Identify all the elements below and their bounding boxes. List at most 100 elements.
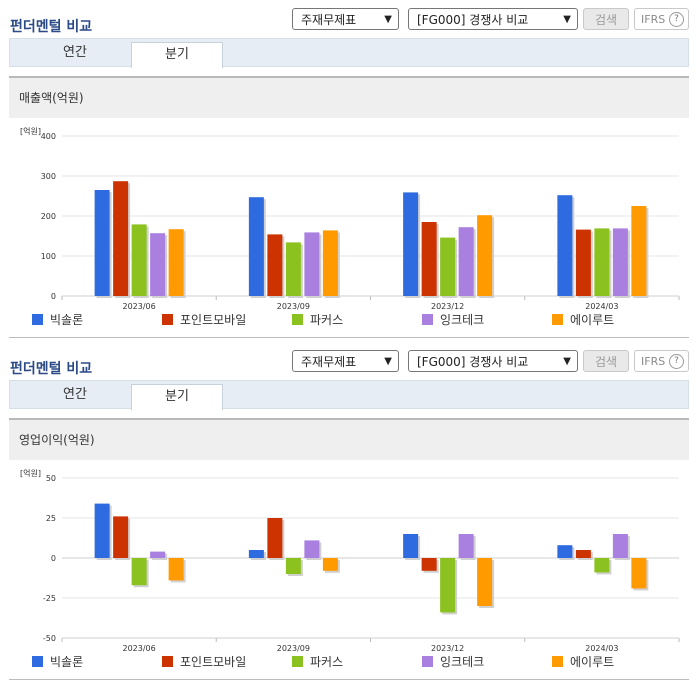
statement-select[interactable]: 주재무제표 ▼ — [292, 350, 399, 372]
bar — [458, 227, 474, 296]
bar — [557, 195, 573, 296]
fundamental-section-operating-profit: 펀더멘털 비교 주재무제표 ▼ [FG000] 경쟁사 비교 ▼ 검색 IFRS… — [0, 350, 696, 680]
x-tick-label: 2023/12 — [431, 302, 464, 311]
bar — [150, 233, 166, 296]
help-icon: ? — [669, 12, 684, 27]
y-tick-label: 300 — [41, 172, 56, 181]
compare-select[interactable]: [FG000] 경쟁사 비교 ▼ — [408, 350, 578, 372]
legend-label: 파커스 — [310, 313, 344, 327]
bar — [440, 237, 456, 296]
bar — [131, 558, 147, 586]
y-tick-label: 100 — [41, 252, 56, 261]
bar — [131, 224, 147, 296]
y-tick-label: 50 — [46, 474, 56, 483]
bar — [575, 229, 591, 296]
compare-select[interactable]: [FG000] 경쟁사 비교 ▼ — [408, 8, 578, 30]
x-tick-label: 2024/03 — [585, 644, 618, 653]
bar — [631, 206, 647, 296]
bar — [150, 551, 166, 558]
chevron-down-icon: ▼ — [563, 14, 571, 25]
statement-select-value: 주재무제표 — [301, 13, 357, 27]
bar — [168, 229, 184, 296]
y-unit-label: [억원] — [20, 469, 41, 478]
bar — [421, 222, 437, 296]
compare-select-value: [FG000] 경쟁사 비교 — [417, 13, 529, 27]
panel-title: 영업이익(억원) — [19, 433, 95, 447]
statement-select-value: 주재무제표 — [301, 355, 357, 369]
tab-quarterly[interactable]: 분기 — [131, 384, 223, 410]
x-tick-label: 2023/12 — [431, 644, 464, 653]
legend-swatch — [422, 314, 433, 325]
chevron-down-icon: ▼ — [563, 356, 571, 367]
ifrs-label: IFRS — [641, 355, 666, 368]
legend-swatch — [162, 314, 173, 325]
bar — [113, 516, 129, 558]
statement-select[interactable]: 주재무제표 ▼ — [292, 8, 399, 30]
legend-label: 빅솔론 — [50, 313, 84, 327]
x-tick-label: 2023/09 — [277, 644, 310, 653]
bar — [631, 558, 647, 589]
legend-swatch — [32, 314, 43, 325]
bar — [458, 534, 474, 558]
legend-label: 파커스 — [310, 655, 344, 669]
help-icon: ? — [669, 354, 684, 369]
legend-label: 잉크테크 — [440, 655, 485, 669]
search-button[interactable]: 검색 — [583, 8, 629, 30]
bar — [285, 242, 301, 296]
bar — [285, 558, 301, 574]
search-button[interactable]: 검색 — [583, 350, 629, 372]
x-tick-label: 2023/09 — [277, 302, 310, 311]
bar — [267, 234, 283, 296]
panel-header: 영업이익(억원) — [9, 418, 689, 460]
panel-title: 매출액(억원) — [19, 91, 84, 105]
bar — [322, 558, 338, 571]
legend-swatch — [292, 314, 303, 325]
y-tick-label: -25 — [43, 594, 56, 603]
bar — [612, 228, 628, 296]
legend-label: 에이루트 — [570, 313, 615, 327]
legend-label: 빅솔론 — [50, 655, 84, 669]
section-title: 펀더멘털 비교 — [10, 19, 93, 35]
bar — [248, 197, 264, 296]
chart-legend: 빅솔론 포인트모바일 파커스 잉크테크 에이루트 — [0, 313, 696, 331]
legend-swatch — [422, 656, 433, 667]
legend-swatch — [552, 656, 563, 667]
divider — [9, 679, 689, 680]
bar — [322, 230, 338, 296]
tab-annual[interactable]: 연간 — [63, 45, 87, 60]
legend-swatch — [162, 656, 173, 667]
bar — [557, 545, 573, 558]
ifrs-button[interactable]: IFRS ? — [634, 8, 689, 30]
tab-quarterly[interactable]: 분기 — [131, 42, 223, 68]
period-tabs: 연간 분기 — [9, 38, 689, 68]
bar — [94, 190, 110, 296]
tab-annual[interactable]: 연간 — [63, 387, 87, 402]
y-unit-label: [억원] — [20, 127, 41, 136]
bar — [94, 503, 110, 558]
y-tick-label: 0 — [51, 554, 56, 563]
bar — [267, 518, 283, 558]
x-tick-label: 2023/06 — [123, 644, 156, 653]
legend-swatch — [32, 656, 43, 667]
y-tick-label: 200 — [41, 212, 56, 221]
legend-label: 에이루트 — [570, 655, 615, 669]
period-tabs: 연간 분기 — [9, 380, 689, 410]
bar — [440, 558, 456, 613]
bar — [304, 232, 320, 296]
bar — [421, 558, 437, 571]
bar — [612, 534, 628, 558]
x-tick-label: 2023/06 — [123, 302, 156, 311]
compare-select-value: [FG000] 경쟁사 비교 — [417, 355, 529, 369]
bar — [477, 558, 493, 606]
y-tick-label: -50 — [43, 634, 56, 643]
y-tick-label: 0 — [51, 292, 56, 301]
chevron-down-icon: ▼ — [384, 14, 392, 25]
bar — [575, 550, 591, 558]
legend-label: 포인트모바일 — [180, 313, 247, 327]
x-tick-label: 2024/03 — [585, 302, 618, 311]
legend-swatch — [552, 314, 563, 325]
section-title: 펀더멘털 비교 — [10, 361, 93, 377]
ifrs-button[interactable]: IFRS ? — [634, 350, 689, 372]
fundamental-section-revenue: 펀더멘털 비교 주재무제표 ▼ [FG000] 경쟁사 비교 ▼ 검색 IFRS… — [0, 8, 696, 338]
bar — [248, 550, 264, 558]
